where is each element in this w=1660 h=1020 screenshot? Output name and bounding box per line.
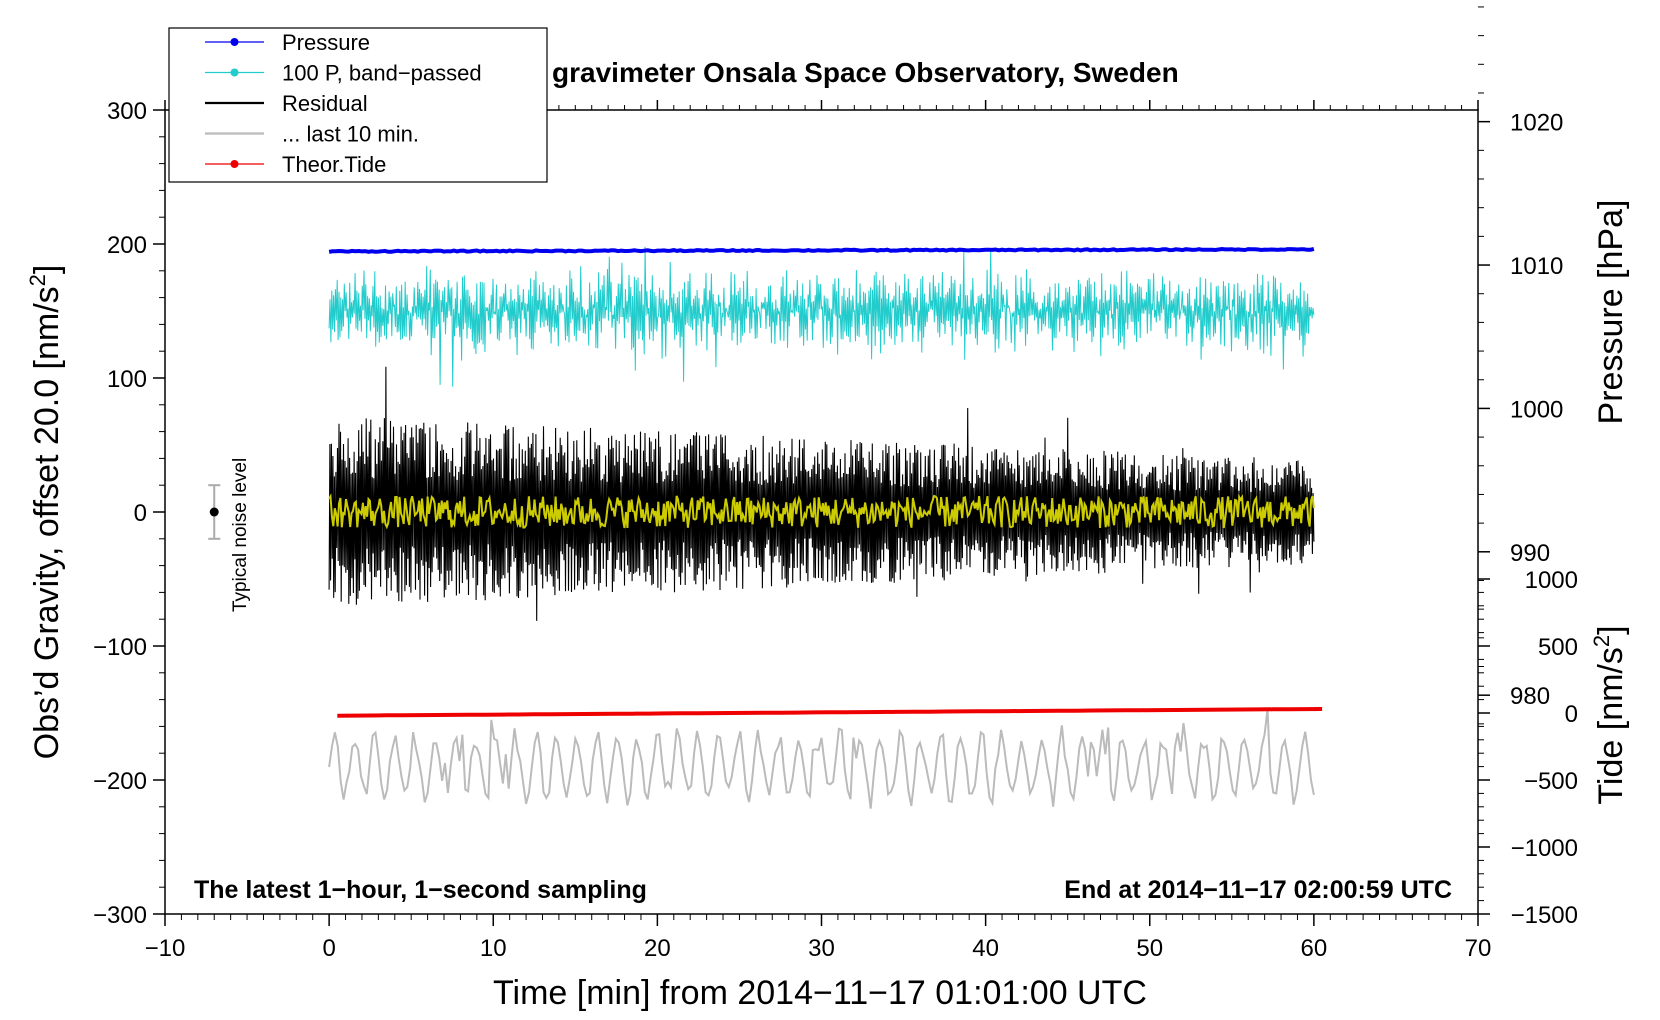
legend-label: Theor.Tide [282,152,386,177]
series-layer [328,246,1323,809]
series-line-residual [328,366,1315,621]
y-tide-tick-label: −1000 [1511,835,1578,862]
legend-label: Pressure [282,30,370,55]
noise-bar [208,484,221,540]
y-left-tick-label: 100 [107,366,147,393]
legend-marker [230,38,239,46]
y-axis-left-title: Obs’d Gravity, offset 20.0 [nm/s2] [25,265,66,760]
legend-box [168,27,548,183]
y-tide-tick-label: 0 [1565,701,1578,728]
y-axis-tide-title: Tide [nm/s2] [1589,625,1630,804]
x-tick-label: 30 [808,935,835,962]
x-tick-label: 0 [322,935,335,962]
x-tick-label: 40 [972,935,999,962]
series-line-theoretical-tide [337,707,1323,718]
y-axis-pressure-title: Pressure [hPa] [1592,200,1630,425]
y-tide-tick-label: 1000 [1525,567,1578,594]
x-tick-label: −10 [145,935,186,962]
y-left-tick-label: 0 [134,500,147,527]
legend-marker [230,160,239,168]
x-tick-label: 50 [1136,935,1163,962]
legend-label: ... last 10 min. [282,122,419,147]
legend: Pressure 100 P, band−passed Residual ... la… [168,27,548,183]
y-pressure-tick-label: 980 [1510,683,1550,710]
ticks-layer: −10 0 10 20 30 40 50 60 70−300−200−1000100200300… [93,6,1578,962]
x-tick-label: 70 [1465,935,1492,962]
legend-label: 100 P, band−passed [282,61,482,86]
noise-bar-label: Typical noise level [230,458,251,612]
y-tide-tick-label: 500 [1538,634,1578,661]
series-line-band-passed-pressure [328,246,1315,387]
y-pressure-tick-label: 990 [1510,540,1550,567]
x-axis-title: Time [min] from 2014−11−17 01:01:00 UTC [493,974,1147,1012]
annotation-bottom-left: The latest 1−hour, 1−second sampling [194,876,647,904]
noise-bar-center-dot [209,507,219,517]
y-left-tick-label: 300 [107,98,147,125]
y-pressure-tick-label: 1000 [1510,396,1563,423]
series-line-residual-smoothed [328,493,1315,530]
y-left-tick-label: −200 [93,768,147,795]
x-tick-label: 10 [480,935,507,962]
x-tick-label: 60 [1301,935,1328,962]
legend-marker [230,68,239,77]
y-left-tick-label: −100 [93,634,147,661]
x-tick-label: 20 [644,935,671,962]
y-left-tick-label: 200 [107,232,147,259]
y-pressure-tick-label: 1020 [1510,110,1563,137]
y-tide-tick-label: −500 [1524,768,1578,795]
series-line-last-10-min [328,709,1315,809]
series-line-pressure [328,246,1315,254]
legend-label: Residual [282,91,368,116]
y-tide-tick-label: −1500 [1511,902,1578,929]
y-left-tick-label: −300 [93,902,147,929]
annotation-bottom-right: End at 2014−11−17 02:00:59 UTC [1064,876,1452,904]
y-pressure-tick-label: 1010 [1510,253,1563,280]
